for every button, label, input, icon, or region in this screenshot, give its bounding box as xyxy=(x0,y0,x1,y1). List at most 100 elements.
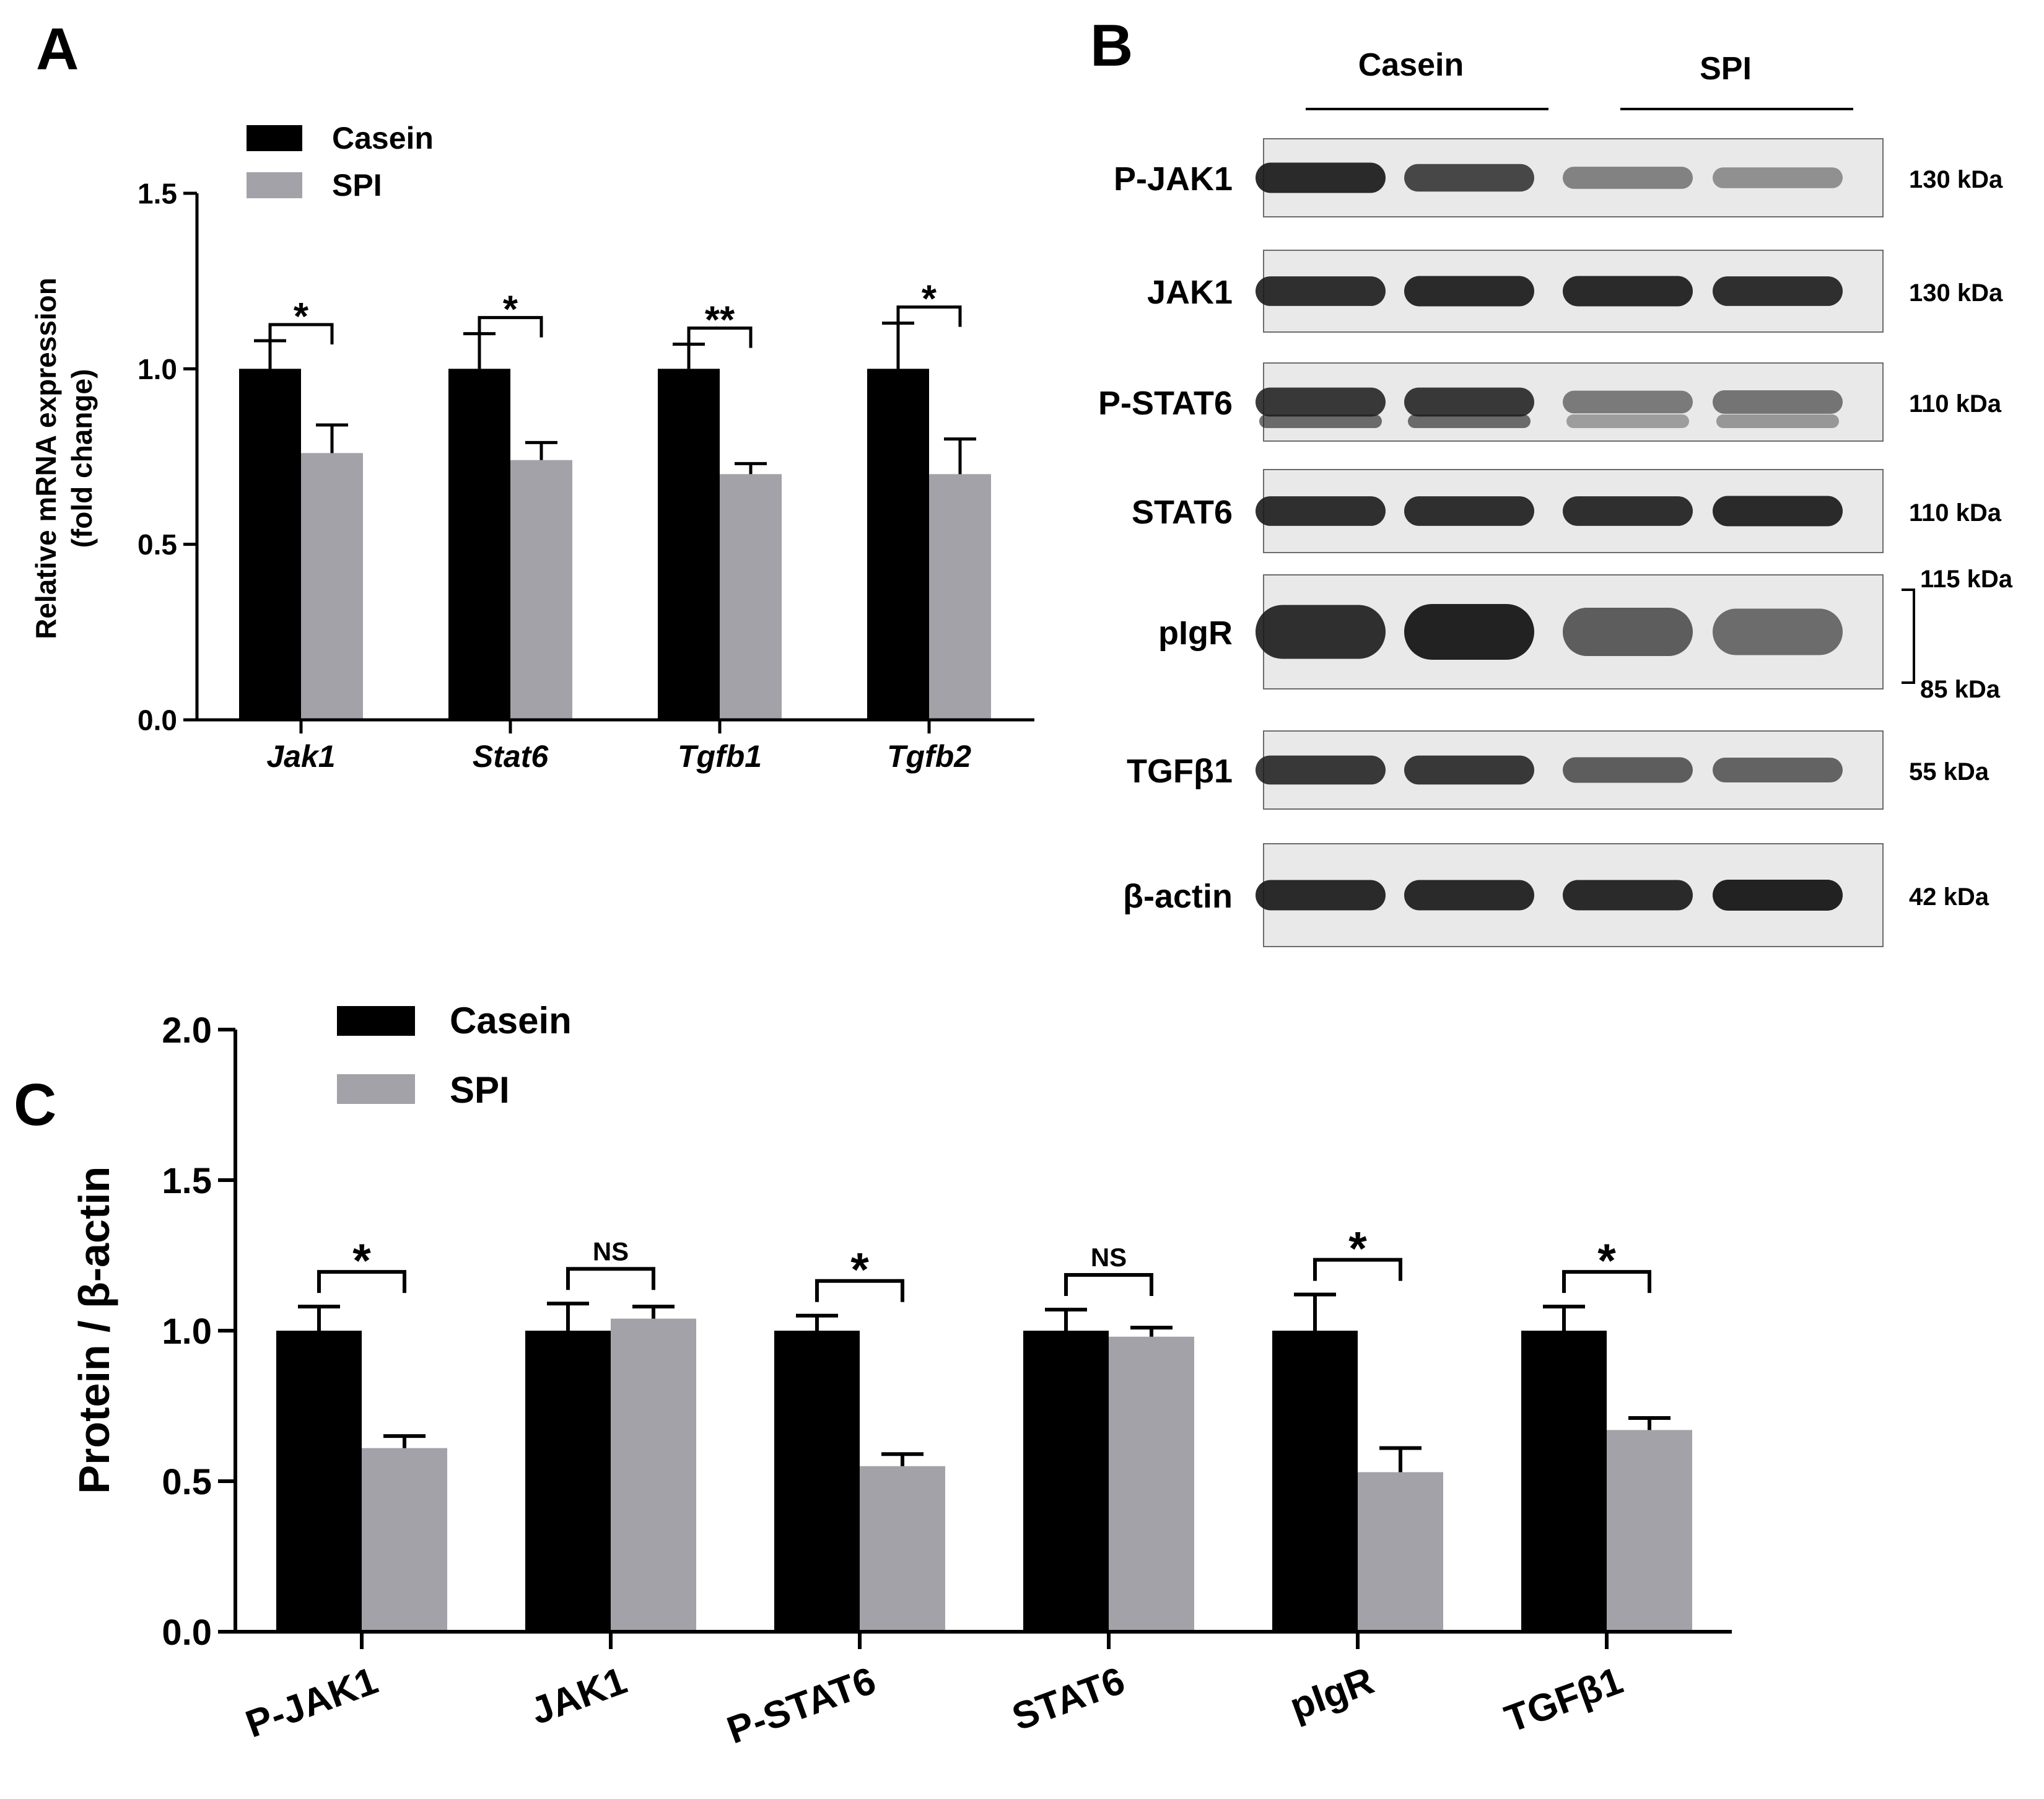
blot-band-β-actin-lane-4 xyxy=(1713,880,1843,911)
blot-size-label: 130 kDa xyxy=(1909,279,2003,307)
significance-bracket-STAT6 xyxy=(1064,1272,1153,1296)
blot-size-label-bottom: 85 kDa xyxy=(1920,676,2001,703)
y-tick-label: 0.5 xyxy=(138,528,177,561)
blot-band-JAK1-lane-1 xyxy=(1256,276,1386,306)
legend-c-spi-label: SPI xyxy=(450,1069,510,1111)
category-label-Jak1: Jak1 xyxy=(266,739,335,774)
blot-band-TGFβ1-lane-1 xyxy=(1256,755,1386,785)
legend-a-casein-label: Casein xyxy=(332,121,434,155)
significance-label-Tgfb2: * xyxy=(922,278,937,321)
blot-band-TGFβ1-lane-2 xyxy=(1404,755,1534,785)
blot-band-P-STAT6-lane-1 xyxy=(1256,387,1386,417)
blot-size-bracket xyxy=(1902,589,1915,684)
spi-bar-TGFβ1 xyxy=(1607,1430,1692,1632)
blot-group-casein-label: Casein xyxy=(1358,47,1464,83)
blot-band-β-actin-lane-1 xyxy=(1256,880,1386,911)
casein-bar-JAK1 xyxy=(525,1331,611,1632)
blot-band-STAT6-lane-3 xyxy=(1563,496,1693,526)
blot-band-lower-P-STAT6-lane-2 xyxy=(1408,414,1531,428)
y-tick-label: 1.5 xyxy=(162,1161,212,1201)
blot-band-STAT6-lane-1 xyxy=(1256,496,1386,526)
significance-label-Jak1: * xyxy=(294,295,309,338)
panel-b-label: B xyxy=(1090,12,1133,79)
significance-bracket-TGFβ1 xyxy=(1562,1270,1651,1293)
significance-label-pIgR: * xyxy=(1348,1223,1367,1276)
significance-bracket-Jak1 xyxy=(268,323,334,344)
significance-label-TGFβ1: * xyxy=(1597,1235,1616,1287)
blot-size-label: 110 kDa xyxy=(1909,499,2002,527)
casein-bar-Jak1 xyxy=(239,369,301,720)
blot-band-pIgR-lane-4 xyxy=(1713,608,1843,655)
blot-band-JAK1-lane-4 xyxy=(1713,276,1843,306)
y-tick-label: 0.5 xyxy=(162,1462,212,1502)
blot-band-JAK1-lane-3 xyxy=(1563,276,1693,307)
legend-c-spi-swatch xyxy=(337,1074,415,1104)
legend-a-casein-swatch xyxy=(247,125,302,151)
blot-row-label: JAK1 xyxy=(1147,274,1233,311)
blot-band-P-STAT6-lane-4 xyxy=(1713,390,1843,414)
casein-bar-TGFβ1 xyxy=(1521,1331,1607,1632)
blot-row-label: STAT6 xyxy=(1132,494,1233,531)
spi-bar-Jak1 xyxy=(301,453,363,720)
blot-band-pIgR-lane-2 xyxy=(1404,604,1534,660)
casein-bar-Tgfb1 xyxy=(658,369,720,720)
blot-band-lower-P-STAT6-lane-4 xyxy=(1716,414,1839,428)
blot-row-label: TGFβ1 xyxy=(1127,753,1233,790)
blot-row-label: P-JAK1 xyxy=(1114,160,1233,198)
y-tick-label: 0.0 xyxy=(138,704,177,737)
blot-row-label: pIgR xyxy=(1158,615,1233,652)
blot-band-P-JAK1-lane-3 xyxy=(1563,167,1693,189)
significance-bracket-P-STAT6 xyxy=(815,1279,904,1302)
blot-band-STAT6-lane-4 xyxy=(1713,496,1843,527)
blot-band-P-JAK1-lane-2 xyxy=(1404,164,1534,192)
category-label-Stat6: Stat6 xyxy=(473,739,549,774)
blot-band-lower-P-STAT6-lane-1 xyxy=(1259,414,1382,428)
blot-band-pIgR-lane-1 xyxy=(1256,605,1386,659)
casein-bar-P-STAT6 xyxy=(774,1331,860,1632)
legend-c-casein-swatch xyxy=(337,1006,415,1036)
panel-c-y-axis-label: Protein / β-actin xyxy=(70,1167,118,1494)
panel-c-label: C xyxy=(14,1072,56,1138)
category-label-Tgfb2: Tgfb2 xyxy=(887,739,971,774)
blot-row-label: β-actin xyxy=(1123,878,1233,915)
blot-band-pIgR-lane-3 xyxy=(1563,608,1693,656)
significance-bracket-Stat6 xyxy=(478,316,543,338)
blot-band-P-STAT6-lane-3 xyxy=(1563,390,1693,414)
y-tick-label: 2.0 xyxy=(162,1010,212,1051)
y-tick-label: 1.5 xyxy=(138,178,177,210)
blot-size-label-top: 115 kDa xyxy=(1920,566,2013,593)
blot-band-JAK1-lane-2 xyxy=(1404,276,1534,307)
panel-a-y-axis-label-line2: (fold change) xyxy=(66,369,98,548)
category-label-Tgfb1: Tgfb1 xyxy=(678,739,762,774)
y-tick-label: 1.0 xyxy=(162,1311,212,1352)
spi-bar-STAT6 xyxy=(1109,1336,1194,1632)
blot-band-β-actin-lane-2 xyxy=(1404,880,1534,911)
significance-label-P-STAT6: * xyxy=(850,1244,869,1297)
panel-b-western-blot: Casein SPI P-JAK1 130 kDa JAK1 130 kDa P-STA… xyxy=(1098,47,2013,947)
y-tick-label: 1.0 xyxy=(138,353,177,385)
spi-bar-Tgfb2 xyxy=(929,474,991,720)
panel-a-label: A xyxy=(36,16,79,82)
significance-bracket-pIgR xyxy=(1313,1258,1402,1281)
legend-a-spi-swatch xyxy=(247,172,302,198)
significance-bracket-P-JAK1 xyxy=(317,1270,406,1293)
blot-band-P-JAK1-lane-1 xyxy=(1256,162,1386,193)
spi-bar-P-STAT6 xyxy=(860,1466,945,1632)
spi-bar-Tgfb1 xyxy=(720,474,782,720)
blot-band-TGFβ1-lane-4 xyxy=(1713,757,1843,783)
blot-band-β-actin-lane-3 xyxy=(1563,880,1693,911)
significance-label-STAT6: NS xyxy=(1091,1243,1127,1272)
significance-bracket-Tgfb1 xyxy=(687,326,753,348)
blot-size-label: 110 kDa xyxy=(1909,390,2002,418)
legend-a-spi-label: SPI xyxy=(332,168,382,203)
spi-bar-Stat6 xyxy=(510,460,572,720)
y-tick-label: 0.0 xyxy=(162,1613,212,1653)
blot-size-label: 130 kDa xyxy=(1909,166,2003,193)
blot-band-P-JAK1-lane-4 xyxy=(1713,167,1843,188)
casein-bar-STAT6 xyxy=(1023,1331,1109,1632)
significance-bracket-JAK1 xyxy=(566,1267,655,1290)
casein-bar-Tgfb2 xyxy=(867,369,929,720)
panel-a-y-axis-label-line1: Relative mRNA expression xyxy=(30,278,62,639)
spi-bar-JAK1 xyxy=(611,1318,696,1632)
